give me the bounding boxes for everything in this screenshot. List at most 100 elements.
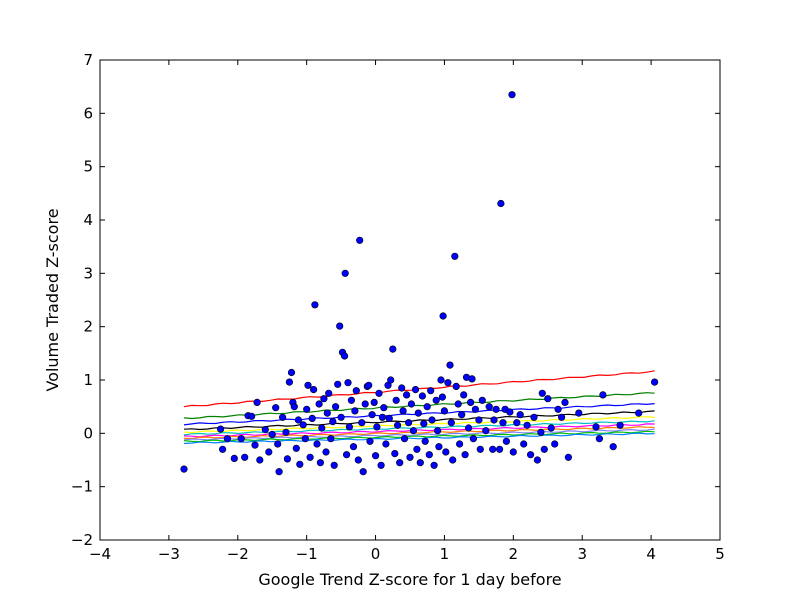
data-point (306, 453, 314, 461)
data-point (323, 409, 331, 417)
data-point (447, 419, 455, 427)
data-point (489, 445, 497, 453)
data-point (497, 199, 505, 208)
data-point (595, 435, 604, 443)
data-point (251, 441, 259, 449)
data-point (310, 386, 318, 394)
x-axis-label: Google Trend Z-score for 1 day before (258, 570, 561, 589)
data-point (513, 419, 521, 427)
regression-line-7 (183, 423, 655, 438)
data-point (533, 456, 542, 464)
data-point (217, 425, 225, 433)
data-point (465, 424, 473, 432)
data-point (499, 419, 507, 427)
plot-background (100, 60, 720, 540)
data-point (616, 421, 624, 429)
data-point (544, 395, 552, 403)
data-point (334, 380, 342, 388)
data-point (530, 413, 538, 421)
data-point (292, 444, 300, 452)
data-point (438, 393, 447, 401)
data-point (365, 381, 373, 389)
data-point (469, 435, 478, 443)
data-point (561, 398, 569, 407)
data-point (372, 452, 380, 460)
data-point (341, 269, 349, 277)
data-point (405, 419, 413, 427)
data-point (308, 414, 316, 423)
data-points (180, 91, 659, 476)
y-tick-label: −1 (71, 478, 93, 496)
data-point (256, 456, 264, 464)
data-point (316, 459, 325, 467)
data-point (452, 382, 460, 391)
data-point (327, 435, 335, 443)
data-point (325, 389, 333, 397)
data-point (564, 453, 573, 461)
data-point (551, 440, 559, 448)
data-point (650, 378, 659, 386)
regression-line-9 (183, 428, 655, 441)
data-point (454, 400, 462, 408)
data-point (361, 400, 369, 408)
data-point (458, 411, 466, 419)
data-point (237, 435, 245, 443)
data-point (304, 381, 312, 389)
data-point (223, 435, 231, 443)
regression-line-11 (183, 432, 655, 445)
plot-area (99, 59, 721, 541)
data-point (398, 384, 406, 392)
data-point (347, 396, 356, 404)
data-point (341, 352, 349, 360)
data-point (537, 428, 545, 436)
data-point (439, 312, 447, 320)
data-point (490, 416, 498, 424)
data-point (471, 405, 480, 413)
data-point (451, 252, 459, 260)
data-point (282, 428, 290, 436)
data-point (526, 451, 535, 459)
data-point (416, 459, 424, 467)
data-point (496, 445, 504, 453)
data-point (318, 424, 326, 432)
data-point (387, 376, 395, 384)
data-point (449, 456, 457, 464)
data-point (406, 453, 414, 461)
data-point (336, 322, 344, 330)
data-point (337, 413, 345, 421)
data-point (440, 407, 449, 415)
data-point (268, 430, 276, 439)
data-point (399, 407, 407, 415)
data-point (592, 423, 600, 431)
data-point (378, 413, 387, 421)
data-point (446, 361, 454, 369)
data-point (359, 468, 367, 476)
data-point (421, 437, 429, 445)
data-point (330, 461, 338, 469)
data-point (476, 445, 484, 453)
data-point (343, 451, 351, 459)
data-point (356, 236, 364, 244)
data-point (423, 403, 431, 411)
data-point (299, 421, 307, 429)
data-point (599, 391, 607, 399)
data-point (373, 423, 381, 431)
data-point (414, 409, 422, 417)
data-point (349, 443, 358, 451)
data-point (279, 413, 287, 421)
data-point (368, 411, 376, 419)
data-point (557, 413, 566, 421)
x-tick-label: 3 (577, 545, 587, 563)
data-point (275, 468, 283, 476)
data-point (609, 443, 617, 451)
data-point (492, 405, 500, 413)
data-point (460, 391, 468, 399)
data-point (287, 368, 296, 377)
y-tick-label: 1 (83, 371, 93, 389)
y-axis-label: Volume Traded Z-score (43, 208, 62, 391)
data-point (554, 405, 562, 413)
data-point (294, 416, 303, 424)
regression-line-2 (183, 392, 655, 420)
x-tick-label: 0 (371, 545, 381, 563)
data-point (456, 440, 464, 448)
